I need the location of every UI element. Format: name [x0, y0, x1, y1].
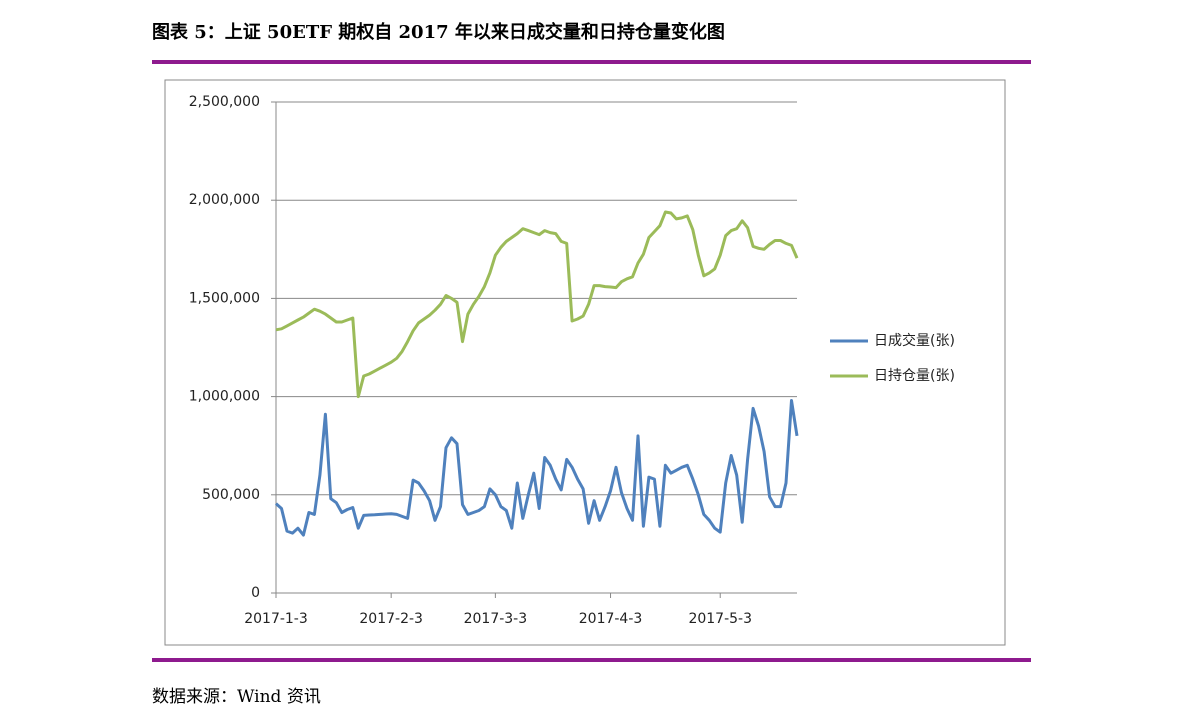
- y-tick-label: 1,000,000: [189, 389, 260, 405]
- bottom-rule: [152, 658, 1031, 662]
- chart-frame: [164, 79, 1006, 646]
- y-tick-label: 2,500,000: [189, 94, 260, 110]
- legend-label: 日持仓量(张): [874, 368, 955, 384]
- y-tick-label: 1,500,000: [189, 290, 260, 306]
- y-tick-label: 500,000: [202, 487, 260, 503]
- y-tick-label: 2,000,000: [189, 192, 260, 208]
- source-note: 数据来源：Wind 资讯: [152, 687, 321, 707]
- figure-title: 图表 5：上证 50ETF 期权自 2017 年以来日成交量和日持仓量变化图: [152, 22, 725, 43]
- x-tick-label: 2017-3-3: [464, 611, 528, 627]
- x-tick-label: 2017-2-3: [359, 611, 423, 627]
- top-rule: [152, 60, 1031, 64]
- series-line: [275, 210, 799, 399]
- x-tick-label: 2017-5-3: [688, 611, 752, 627]
- x-tick-label: 2017-4-3: [579, 611, 643, 627]
- y-tick-label: 0: [251, 585, 260, 601]
- series-line: [275, 399, 799, 537]
- x-tick-label: 2017-1-3: [244, 611, 308, 627]
- legend-label: 日成交量(张): [874, 332, 955, 349]
